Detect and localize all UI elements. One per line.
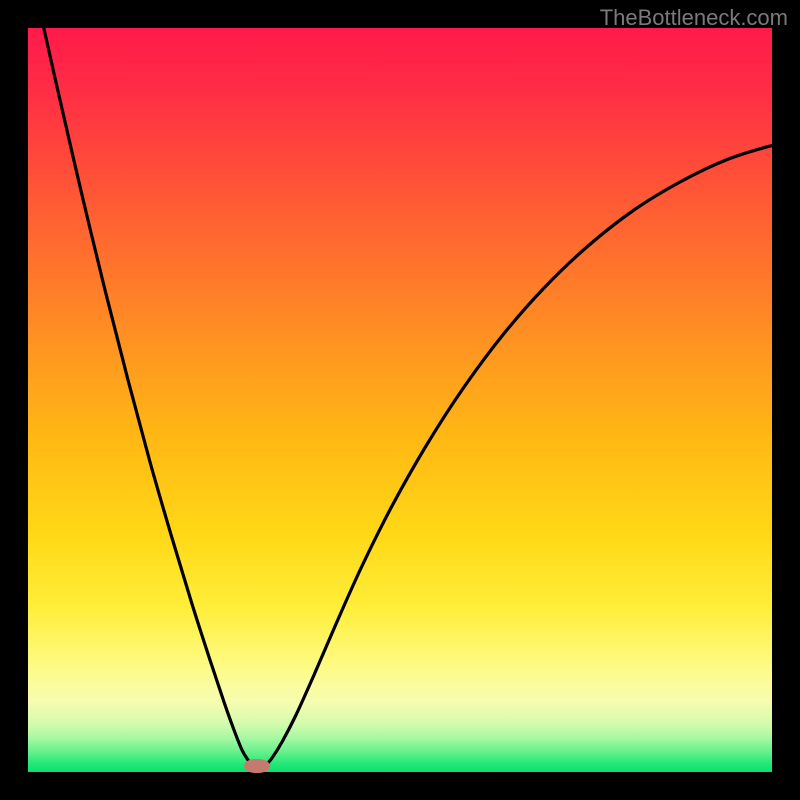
curve-left-branch <box>42 20 252 765</box>
watermark-text: TheBottleneck.com <box>600 5 788 31</box>
curve-right-branch <box>266 140 798 765</box>
curve-layer <box>0 0 800 800</box>
minimum-marker-dot <box>244 759 270 773</box>
